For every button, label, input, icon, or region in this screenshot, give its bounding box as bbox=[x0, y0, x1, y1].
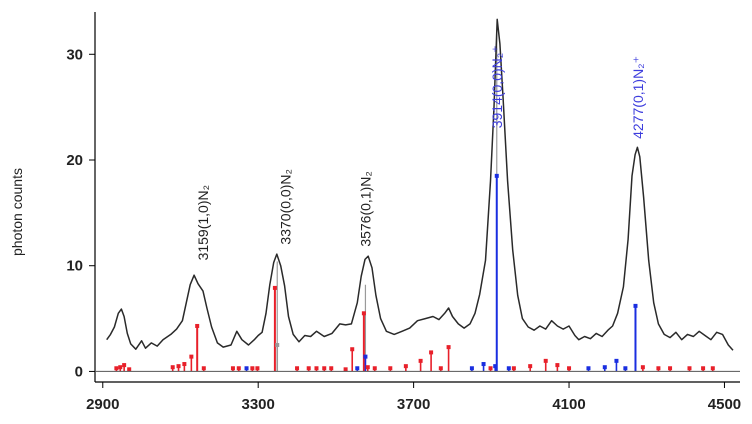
peak-annotation: 3914(0,0)N₂⁺ bbox=[489, 45, 505, 128]
stick-marker bbox=[633, 303, 638, 308]
x-tick-label: 4500 bbox=[708, 396, 741, 413]
stick-marker bbox=[189, 354, 194, 359]
stick-marker bbox=[623, 366, 628, 371]
stick-marker bbox=[388, 366, 393, 371]
stick-marker bbox=[182, 362, 187, 367]
y-tick-label: 10 bbox=[66, 258, 83, 275]
stick-marker bbox=[511, 366, 516, 371]
y-axis-label: photon counts bbox=[9, 168, 25, 256]
y-tick-label: 20 bbox=[66, 152, 83, 169]
x-tick-label: 2900 bbox=[86, 396, 119, 413]
stick-marker bbox=[429, 350, 434, 355]
stick-marker bbox=[567, 366, 572, 371]
stick-marker bbox=[350, 347, 355, 352]
stick-marker bbox=[176, 364, 181, 369]
stick-marker bbox=[355, 366, 360, 371]
stick-marker bbox=[230, 366, 235, 371]
stick-marker bbox=[372, 366, 377, 371]
y-tick-label: 0 bbox=[75, 363, 83, 380]
stick-marker bbox=[365, 365, 370, 370]
stick-marker bbox=[329, 366, 334, 371]
stick-marker bbox=[668, 366, 673, 371]
stick-marker bbox=[244, 366, 249, 371]
stick-marker bbox=[614, 358, 619, 363]
stick-marker bbox=[418, 358, 423, 363]
stick-marker bbox=[469, 366, 474, 371]
stick-marker bbox=[528, 364, 533, 369]
stick-marker bbox=[255, 366, 260, 371]
stick-marker bbox=[481, 362, 486, 367]
stick-marker bbox=[710, 366, 715, 371]
x-tick-label: 3300 bbox=[242, 396, 275, 413]
stick-marker bbox=[403, 364, 408, 369]
stick-marker bbox=[295, 366, 300, 371]
peak-annotation: 3159(1,0)N₂ bbox=[195, 185, 211, 260]
stick-marker bbox=[170, 365, 175, 370]
stick-marker bbox=[114, 366, 119, 371]
stick-marker bbox=[543, 358, 548, 363]
stick-marker bbox=[361, 311, 366, 316]
stick-marker bbox=[314, 366, 319, 371]
stick-marker bbox=[602, 365, 607, 370]
stick-marker bbox=[687, 366, 692, 371]
peak-annotation: 4277(0,1)N₂⁺ bbox=[630, 56, 646, 139]
stick-marker bbox=[363, 354, 368, 359]
x-tick-label: 3700 bbox=[397, 396, 430, 413]
x-tick-label: 4100 bbox=[552, 396, 585, 413]
stick-layer bbox=[114, 33, 715, 372]
stick-marker bbox=[701, 366, 706, 371]
stick-marker bbox=[488, 366, 493, 371]
stick-marker bbox=[506, 366, 511, 371]
stick-marker bbox=[306, 366, 311, 371]
stick-marker bbox=[586, 366, 591, 371]
stick-marker bbox=[122, 363, 127, 368]
stick-marker bbox=[438, 366, 443, 371]
stick-marker bbox=[656, 366, 661, 371]
stick-marker bbox=[275, 343, 280, 347]
stick-marker bbox=[343, 367, 348, 372]
stick-marker bbox=[236, 366, 241, 371]
spectrum-series-line bbox=[106, 18, 734, 351]
stick-marker bbox=[322, 366, 327, 371]
peak-annotation: 3370(0,0)N₂ bbox=[277, 169, 293, 244]
stick-marker bbox=[127, 367, 132, 372]
stick-marker bbox=[118, 365, 123, 370]
stick-marker bbox=[640, 365, 645, 370]
stick-marker bbox=[201, 366, 206, 371]
stick-marker bbox=[494, 173, 499, 178]
stick-marker bbox=[555, 363, 560, 368]
stick-marker bbox=[272, 285, 277, 290]
peak-annotation: 3576(0,1)N₂ bbox=[357, 171, 373, 246]
spectrum-layer bbox=[106, 18, 734, 351]
stick-marker bbox=[446, 345, 451, 350]
y-tick-label: 30 bbox=[66, 46, 83, 63]
axes-layer: 2900 3300 3700 4100 4500 0 10 20 30 bbox=[66, 12, 741, 413]
annotation-layer: 3159(1,0)N₂ 3370(0,0)N₂ 3576(0,1)N₂ 3914(0,… bbox=[195, 45, 646, 260]
stick-marker bbox=[493, 364, 498, 369]
stick-marker bbox=[250, 366, 255, 371]
stick-marker bbox=[195, 323, 200, 328]
